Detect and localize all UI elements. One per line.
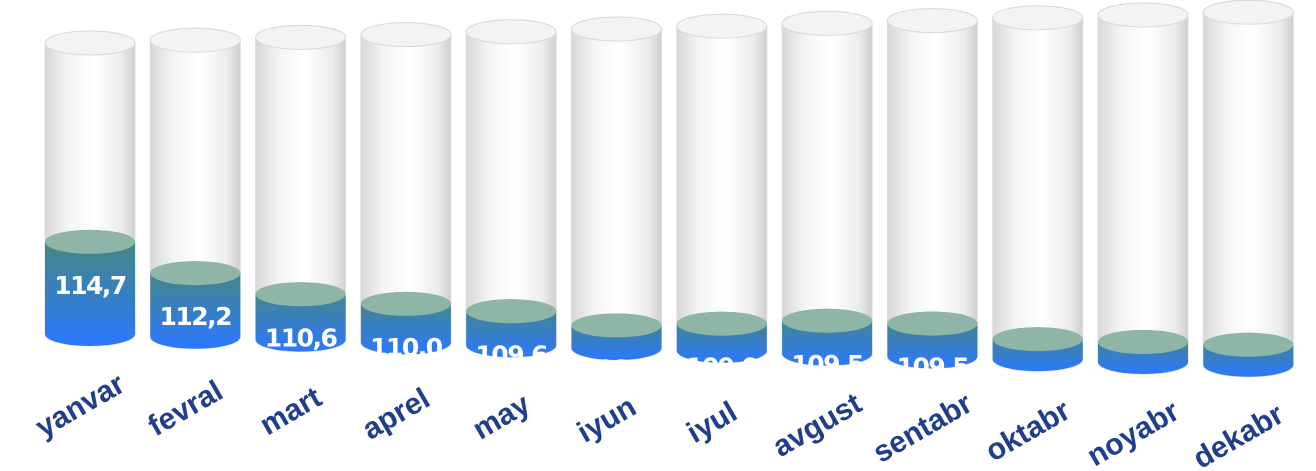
bar-aprel <box>360 22 452 355</box>
category-label-iyul: iyul <box>681 395 742 449</box>
tube-dekabr <box>1202 0 1294 378</box>
tube-noyabr <box>1097 2 1189 375</box>
bar-cap-oktabr <box>992 327 1083 352</box>
tube-top-oktabr <box>992 5 1084 31</box>
tube-top-fevral <box>149 27 241 53</box>
bar-cap-dekabr <box>1203 332 1294 357</box>
value-label-iyul: 109,0 <box>686 353 759 382</box>
bar-mart <box>255 24 347 353</box>
bar-yanvar <box>44 30 136 347</box>
tube-top-mart <box>255 24 347 50</box>
tube-oktabr <box>992 5 1084 372</box>
category-label-may: may <box>467 388 536 447</box>
value-label-fevral: 112,2 <box>160 302 232 331</box>
category-label-dekabr: dekabr <box>1188 398 1290 471</box>
bar-cap-iyul <box>676 311 767 336</box>
tube-top-iyun <box>571 16 662 42</box>
bars-layer <box>44 0 1294 378</box>
bar-cap-aprel <box>360 291 451 316</box>
value-label-aprel: 110,0 <box>370 333 443 362</box>
bar-cap-yanvar <box>45 229 135 254</box>
category-label-fevral: fevral <box>143 374 229 443</box>
value-label-avgust: 109,5 <box>791 350 863 379</box>
category-label-aprel: aprel <box>357 382 436 446</box>
tube-top-may <box>465 19 557 45</box>
tube-iyul <box>676 13 768 364</box>
bar-fevral <box>149 27 241 350</box>
bar-may <box>465 19 557 358</box>
value-label-iyun: 108,6 <box>581 354 654 383</box>
category-label-mart: mart <box>254 381 327 442</box>
category-label-yanvar: yanvar <box>30 367 131 444</box>
bar-avgust <box>781 10 873 367</box>
tube-top-dekabr <box>1202 0 1294 25</box>
bar-iyul <box>676 13 768 364</box>
bar-cap-iyun <box>571 313 662 338</box>
bar-cap-noyabr <box>1098 330 1188 354</box>
bar-dekabr <box>1202 0 1294 378</box>
category-label-oktabr: oktabr <box>980 394 1076 469</box>
tube-top-sentabr <box>886 8 978 34</box>
value-label-may: 109,6 <box>475 340 548 369</box>
bar-oktabr <box>992 5 1084 372</box>
bar-cap-sentabr <box>887 311 978 336</box>
tube-top-avgust <box>781 10 873 36</box>
tube-top-noyabr <box>1097 2 1189 28</box>
category-label-noyabr: noyabr <box>1082 394 1185 471</box>
bar-fill-yanvar <box>45 229 135 346</box>
bar-cap-fevral <box>150 261 241 286</box>
bar-cap-avgust <box>782 308 873 333</box>
tube-top-aprel <box>360 22 452 48</box>
tube-top-iyul <box>676 13 768 39</box>
category-label-avgust: avgust <box>767 387 867 464</box>
category-label-iyun: iyun <box>572 390 642 449</box>
category-label-sentabr: sentabr <box>867 387 978 470</box>
bar-sentabr <box>886 8 978 369</box>
value-label-sentabr: 109,5 <box>897 353 969 382</box>
tube-iyun <box>571 16 662 361</box>
value-label-mart: 110,6 <box>265 323 338 352</box>
tube-top-yanvar <box>44 30 136 56</box>
bar-iyun <box>571 16 662 361</box>
bar-cap-mart <box>255 282 346 307</box>
value-label-yanvar: 114,7 <box>54 271 126 300</box>
bar-cap-may <box>466 299 557 324</box>
bar-noyabr <box>1097 2 1189 375</box>
